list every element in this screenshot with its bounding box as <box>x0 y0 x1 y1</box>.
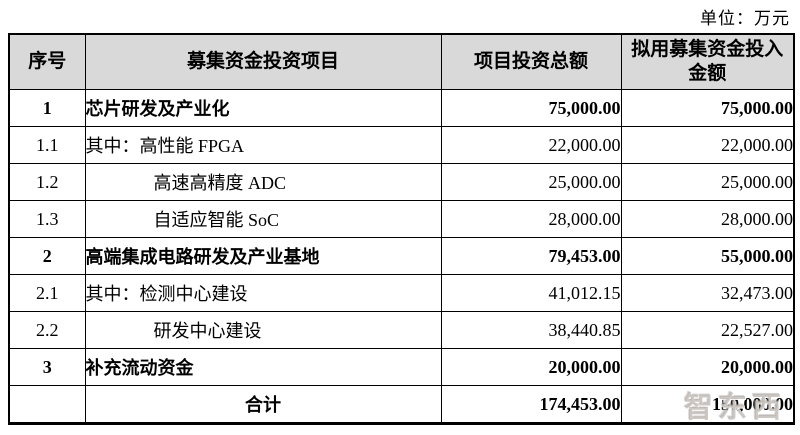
investment-table: 序号 募集资金投资项目 项目投资总额 拟用募集资金投入金额 1 芯片研发及产业化 7… <box>8 33 795 425</box>
cell-serial-number: 1.1 <box>8 126 86 164</box>
table-row: 1.3 自适应智能 SoC 28,000.00 28,000.00 <box>8 200 795 238</box>
cell-project-name: 其中：检测中心建设 <box>84 274 442 312</box>
cell-total-investment: 41,012.15 <box>440 274 622 312</box>
table-row: 1.2 高速高精度 ADC 25,000.00 25,000.00 <box>8 163 795 201</box>
table-row: 3 补充流动资金 20,000.00 20,000.00 <box>8 348 795 386</box>
cell-raised-amount: 22,527.00 <box>620 311 795 349</box>
cell-total-investment: 174,453.00 <box>440 385 622 424</box>
table-row: 合计 174,453.00 150,000.00 <box>8 385 795 424</box>
cell-project-name: 高速高精度 ADC <box>84 163 442 201</box>
table-row: 1 芯片研发及产业化 75,000.00 75,000.00 <box>8 89 795 127</box>
cell-raised-amount: 22,000.00 <box>620 126 795 164</box>
unit-label: 单位：万元 <box>700 9 790 28</box>
cell-serial-number: 1.2 <box>8 163 86 201</box>
table-header: 序号 募集资金投资项目 项目投资总额 拟用募集资金投入金额 <box>8 33 795 90</box>
header-serial-number: 序号 <box>8 33 86 90</box>
cell-raised-amount: 20,000.00 <box>620 348 795 386</box>
cell-raised-amount: 28,000.00 <box>620 200 795 238</box>
cell-project-name: 高端集成电路研发及产业基地 <box>84 237 442 275</box>
cell-project-name: 合计 <box>84 385 442 424</box>
cell-project-name: 芯片研发及产业化 <box>84 89 442 127</box>
cell-raised-amount: 32,473.00 <box>620 274 795 312</box>
cell-project-name: 其中：高性能 FPGA <box>84 126 442 164</box>
header-total-investment: 项目投资总额 <box>440 33 622 90</box>
cell-serial-number: 1.3 <box>8 200 86 238</box>
header-raised-funds-amount: 拟用募集资金投入金额 <box>620 33 795 90</box>
cell-total-investment: 75,000.00 <box>440 89 622 127</box>
table-row: 1.1 其中：高性能 FPGA 22,000.00 22,000.00 <box>8 126 795 164</box>
cell-raised-amount: 25,000.00 <box>620 163 795 201</box>
cell-project-name: 自适应智能 SoC <box>84 200 442 238</box>
table-row: 2.1 其中：检测中心建设 41,012.15 32,473.00 <box>8 274 795 312</box>
cell-total-investment: 38,440.85 <box>440 311 622 349</box>
cell-raised-amount: 55,000.00 <box>620 237 795 275</box>
cell-serial-number: 2.1 <box>8 274 86 312</box>
cell-serial-number: 3 <box>8 348 86 386</box>
cell-total-investment: 20,000.00 <box>440 348 622 386</box>
cell-project-name: 补充流动资金 <box>84 348 442 386</box>
cell-total-investment: 79,453.00 <box>440 237 622 275</box>
cell-raised-amount: 75,000.00 <box>620 89 795 127</box>
cell-serial-number: 2 <box>8 237 86 275</box>
cell-total-investment: 22,000.00 <box>440 126 622 164</box>
cell-raised-amount: 150,000.00 <box>620 385 795 424</box>
header-project-name: 募集资金投资项目 <box>84 33 442 90</box>
cell-total-investment: 28,000.00 <box>440 200 622 238</box>
header-row: 序号 募集资金投资项目 项目投资总额 拟用募集资金投入金额 <box>8 33 795 90</box>
table-row: 2 高端集成电路研发及产业基地 79,453.00 55,000.00 <box>8 237 795 275</box>
cell-serial-number: 1 <box>8 89 86 127</box>
cell-project-name: 研发中心建设 <box>84 311 442 349</box>
cell-total-investment: 25,000.00 <box>440 163 622 201</box>
table-row: 2.2 研发中心建设 38,440.85 22,527.00 <box>8 311 795 349</box>
cell-serial-number: 2.2 <box>8 311 86 349</box>
cell-serial-number <box>8 385 86 424</box>
table-body: 1 芯片研发及产业化 75,000.00 75,000.00 1.1 其中：高性能 FPG… <box>8 89 795 424</box>
